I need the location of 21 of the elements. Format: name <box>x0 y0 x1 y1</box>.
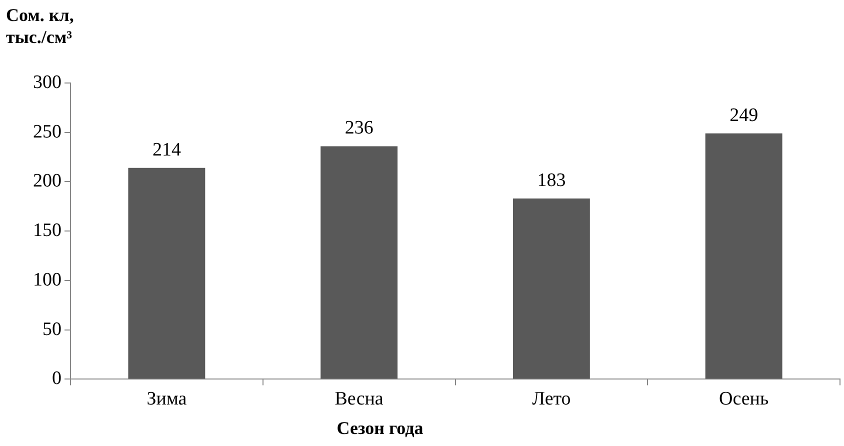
y-tick-label: 150 <box>33 220 62 242</box>
bar <box>320 146 398 379</box>
x-axis-title: Сезон года <box>336 418 424 439</box>
data-label: 214 <box>152 139 182 160</box>
y-tick-label: 100 <box>33 269 62 290</box>
bar <box>705 133 782 379</box>
x-tick-label: Лето <box>532 388 571 410</box>
data-label: 183 <box>537 170 566 191</box>
y-tick-label: 250 <box>33 121 62 142</box>
x-tick-label: Зима <box>146 388 188 410</box>
y-tick-label: 300 <box>33 72 62 93</box>
bar <box>128 168 206 379</box>
bar <box>512 198 590 379</box>
data-label: 249 <box>730 104 758 126</box>
y-tick-label: 200 <box>33 170 62 192</box>
y-tick-label: 50 <box>42 318 62 340</box>
x-tick-label: Весна <box>334 388 384 410</box>
x-tick-label: Осень <box>718 388 769 410</box>
y-tick-label: 0 <box>52 368 62 390</box>
y-axis-title: Сом. кл, тыс./см³ <box>6 4 75 48</box>
data-label: 236 <box>344 118 374 139</box>
